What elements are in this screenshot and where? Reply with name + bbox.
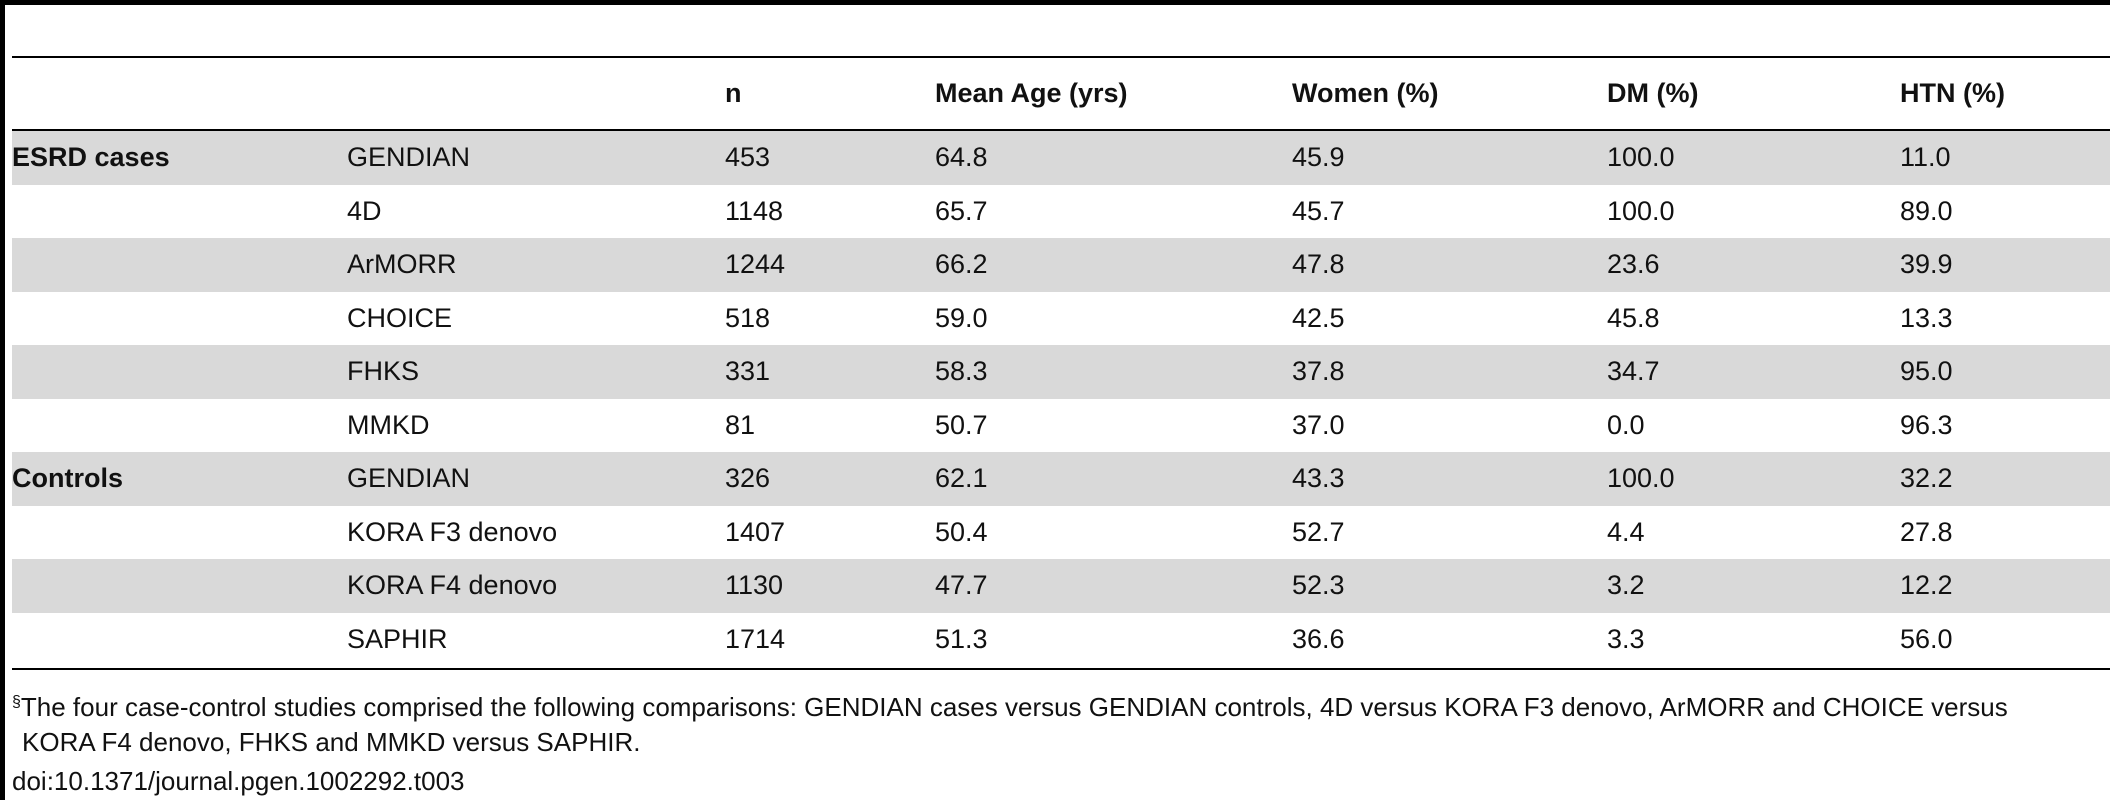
cell-women: 52.7 — [1292, 516, 1345, 547]
cell-mean-age: 47.7 — [935, 570, 988, 600]
table-row: 4D 1148 65.7 45.7 100.0 89.0 — [12, 185, 2110, 239]
cell-study: KORA F4 denovo — [347, 570, 558, 600]
cell-n: 453 — [725, 142, 771, 172]
cell-women: 45.7 — [1292, 195, 1345, 226]
cell-mean-age: 51.3 — [935, 623, 988, 654]
cell-study: MMKD — [347, 409, 430, 440]
footnote-line-2: KORA F4 denovo, FHKS and MMKD versus SAP… — [22, 727, 641, 757]
header-women: Women (%) — [1292, 78, 1439, 108]
cell-mean-age: 65.7 — [935, 195, 988, 226]
cell-women: 37.8 — [1292, 356, 1345, 386]
cell-n: 1714 — [725, 623, 786, 654]
doi-link[interactable]: doi:10.1371/journal.pgen.1002292.t003 — [12, 766, 465, 796]
cell-mean-age: 50.4 — [935, 516, 988, 547]
cell-dm: 45.8 — [1607, 302, 1660, 333]
cell-dm: 0.0 — [1607, 409, 1645, 440]
header-n: n — [725, 78, 742, 108]
cell-htn: 56.0 — [1900, 623, 1953, 654]
header-htn: HTN (%) — [1900, 78, 2005, 108]
cell-n: 1130 — [725, 570, 784, 600]
cell-mean-age: 62.1 — [935, 463, 988, 493]
cell-htn: 96.3 — [1900, 409, 1953, 440]
cell-study: KORA F3 denovo — [347, 516, 558, 547]
cell-n: 326 — [725, 463, 771, 493]
cell-study: ArMORR — [347, 249, 457, 279]
cell-dm: 100.0 — [1607, 195, 1675, 226]
cell-study: GENDIAN — [347, 142, 471, 172]
cell-dm: 100.0 — [1607, 463, 1675, 493]
cell-mean-age: 66.2 — [935, 249, 988, 279]
cell-group: Controls — [12, 463, 123, 493]
cell-htn: 27.8 — [1900, 516, 1953, 547]
header-top-rule — [12, 56, 2110, 58]
cell-htn: 32.2 — [1900, 463, 1953, 493]
table-footnote: §The four case-control studies comprised… — [12, 690, 2102, 760]
cell-htn: 95.0 — [1900, 356, 1953, 386]
cell-dm: 23.6 — [1607, 249, 1660, 279]
footnote-text-1: The four case-control studies comprised … — [20, 692, 2008, 722]
table-row: CHOICE 518 59.0 42.5 45.8 13.3 — [12, 292, 2110, 346]
table-row: KORA F4 denovo 1130 47.7 52.3 3.2 12.2 — [12, 559, 2110, 613]
cell-mean-age: 59.0 — [935, 302, 988, 333]
cell-women: 52.3 — [1292, 570, 1345, 600]
cell-htn: 12.2 — [1900, 570, 1953, 600]
cell-women: 45.9 — [1292, 142, 1345, 172]
table-row: MMKD 81 50.7 37.0 0.0 96.3 — [12, 399, 2110, 453]
cell-dm: 3.3 — [1607, 623, 1645, 654]
table-header: n Mean Age (yrs) Women (%) DM (%) HTN (%… — [12, 58, 2110, 129]
table-body: ESRD cases GENDIAN 453 64.8 45.9 100.0 1… — [12, 131, 2110, 666]
table-bottom-rule — [12, 668, 2110, 670]
cell-study: FHKS — [347, 356, 420, 386]
footnote-marker: § — [12, 693, 21, 711]
header-bottom-rule — [12, 129, 2110, 131]
cell-study: SAPHIR — [347, 623, 448, 654]
cell-study: 4D — [347, 195, 382, 226]
cell-n: 1244 — [725, 249, 786, 279]
cell-study: GENDIAN — [347, 463, 471, 493]
cell-dm: 3.2 — [1607, 570, 1645, 600]
cell-dm: 4.4 — [1607, 516, 1645, 547]
cell-n: 331 — [725, 356, 771, 386]
cell-htn: 11.0 — [1900, 142, 1951, 172]
cell-htn: 89.0 — [1900, 195, 1953, 226]
cell-mean-age: 64.8 — [935, 142, 988, 172]
table-row: FHKS 331 58.3 37.8 34.7 95.0 — [12, 345, 2110, 399]
cell-dm: 34.7 — [1607, 356, 1660, 386]
header-mean-age: Mean Age (yrs) — [935, 78, 1128, 108]
table-row: ESRD cases GENDIAN 453 64.8 45.9 100.0 1… — [12, 131, 2110, 185]
cell-group: ESRD cases — [12, 142, 170, 172]
cell-mean-age: 58.3 — [935, 356, 988, 386]
table-row: Controls GENDIAN 326 62.1 43.3 100.0 32.… — [12, 452, 2110, 506]
cell-dm: 100.0 — [1607, 142, 1675, 172]
cell-htn: 39.9 — [1900, 249, 1953, 279]
cell-women: 37.0 — [1292, 409, 1345, 440]
footnote-line-1: §The four case-control studies comprised… — [12, 690, 2102, 725]
cell-htn: 13.3 — [1900, 302, 1953, 333]
cell-n: 81 — [725, 409, 756, 440]
cell-women: 42.5 — [1292, 302, 1345, 333]
header-dm: DM (%) — [1607, 78, 1699, 108]
left-border — [0, 0, 5, 800]
table-row: SAPHIR 1714 51.3 36.6 3.3 56.0 — [12, 613, 2110, 667]
table-row: ArMORR 1244 66.2 47.8 23.6 39.9 — [12, 238, 2110, 292]
cell-women: 36.6 — [1292, 623, 1345, 654]
cell-n: 518 — [725, 302, 771, 333]
cell-n: 1407 — [725, 516, 786, 547]
cell-mean-age: 50.7 — [935, 409, 988, 440]
table-row: KORA F3 denovo 1407 50.4 52.7 4.4 27.8 — [12, 506, 2110, 560]
top-border — [0, 0, 2110, 5]
cell-n: 1148 — [725, 195, 784, 226]
cell-women: 47.8 — [1292, 249, 1345, 279]
cell-women: 43.3 — [1292, 463, 1345, 493]
cell-study: CHOICE — [347, 302, 453, 333]
